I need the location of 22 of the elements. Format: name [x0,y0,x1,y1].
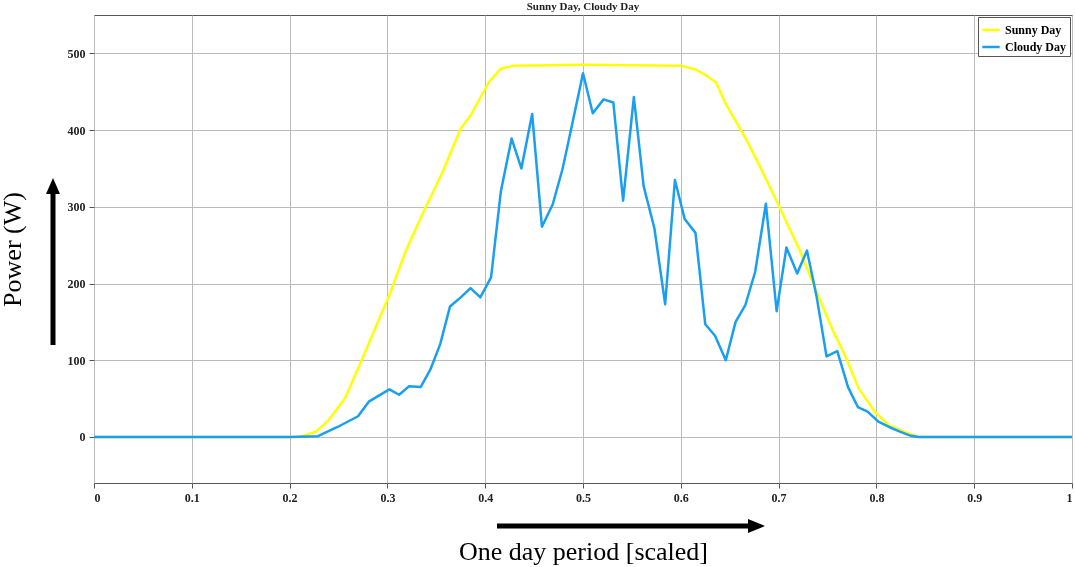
y-axis-title: Power (W) [0,192,27,307]
x-tick-label: 0.6 [673,490,689,505]
legend-label: Sunny Day [1005,23,1062,37]
y-tick-label: 500 [67,46,86,61]
y-tick-label: 100 [67,353,86,368]
legend-label: Cloudy Day [1005,40,1067,54]
x-tick-label: 0.1 [184,490,200,505]
y-tick-label: 400 [67,123,86,138]
y-tick-label: 200 [67,277,86,292]
x-tick-label: 0.8 [869,490,885,505]
x-tick-label: 0.5 [576,490,591,505]
y-tick-label: 0 [79,430,86,445]
x-axis-title: One day period [scaled] [458,536,709,566]
x-tick-label: 0.4 [478,490,494,505]
x-tick-label: 0.7 [771,490,787,505]
y-tick-label: 300 [67,200,86,215]
x-tick-label: 0.2 [282,490,298,505]
chart-title: Sunny Day, Cloudy Day [526,0,640,12]
x-tick-label: 0.9 [967,490,983,505]
x-tick-label: 0.3 [380,490,396,505]
x-tick-label: 0 [94,490,101,505]
x-tick-label: 1 [1066,490,1073,505]
